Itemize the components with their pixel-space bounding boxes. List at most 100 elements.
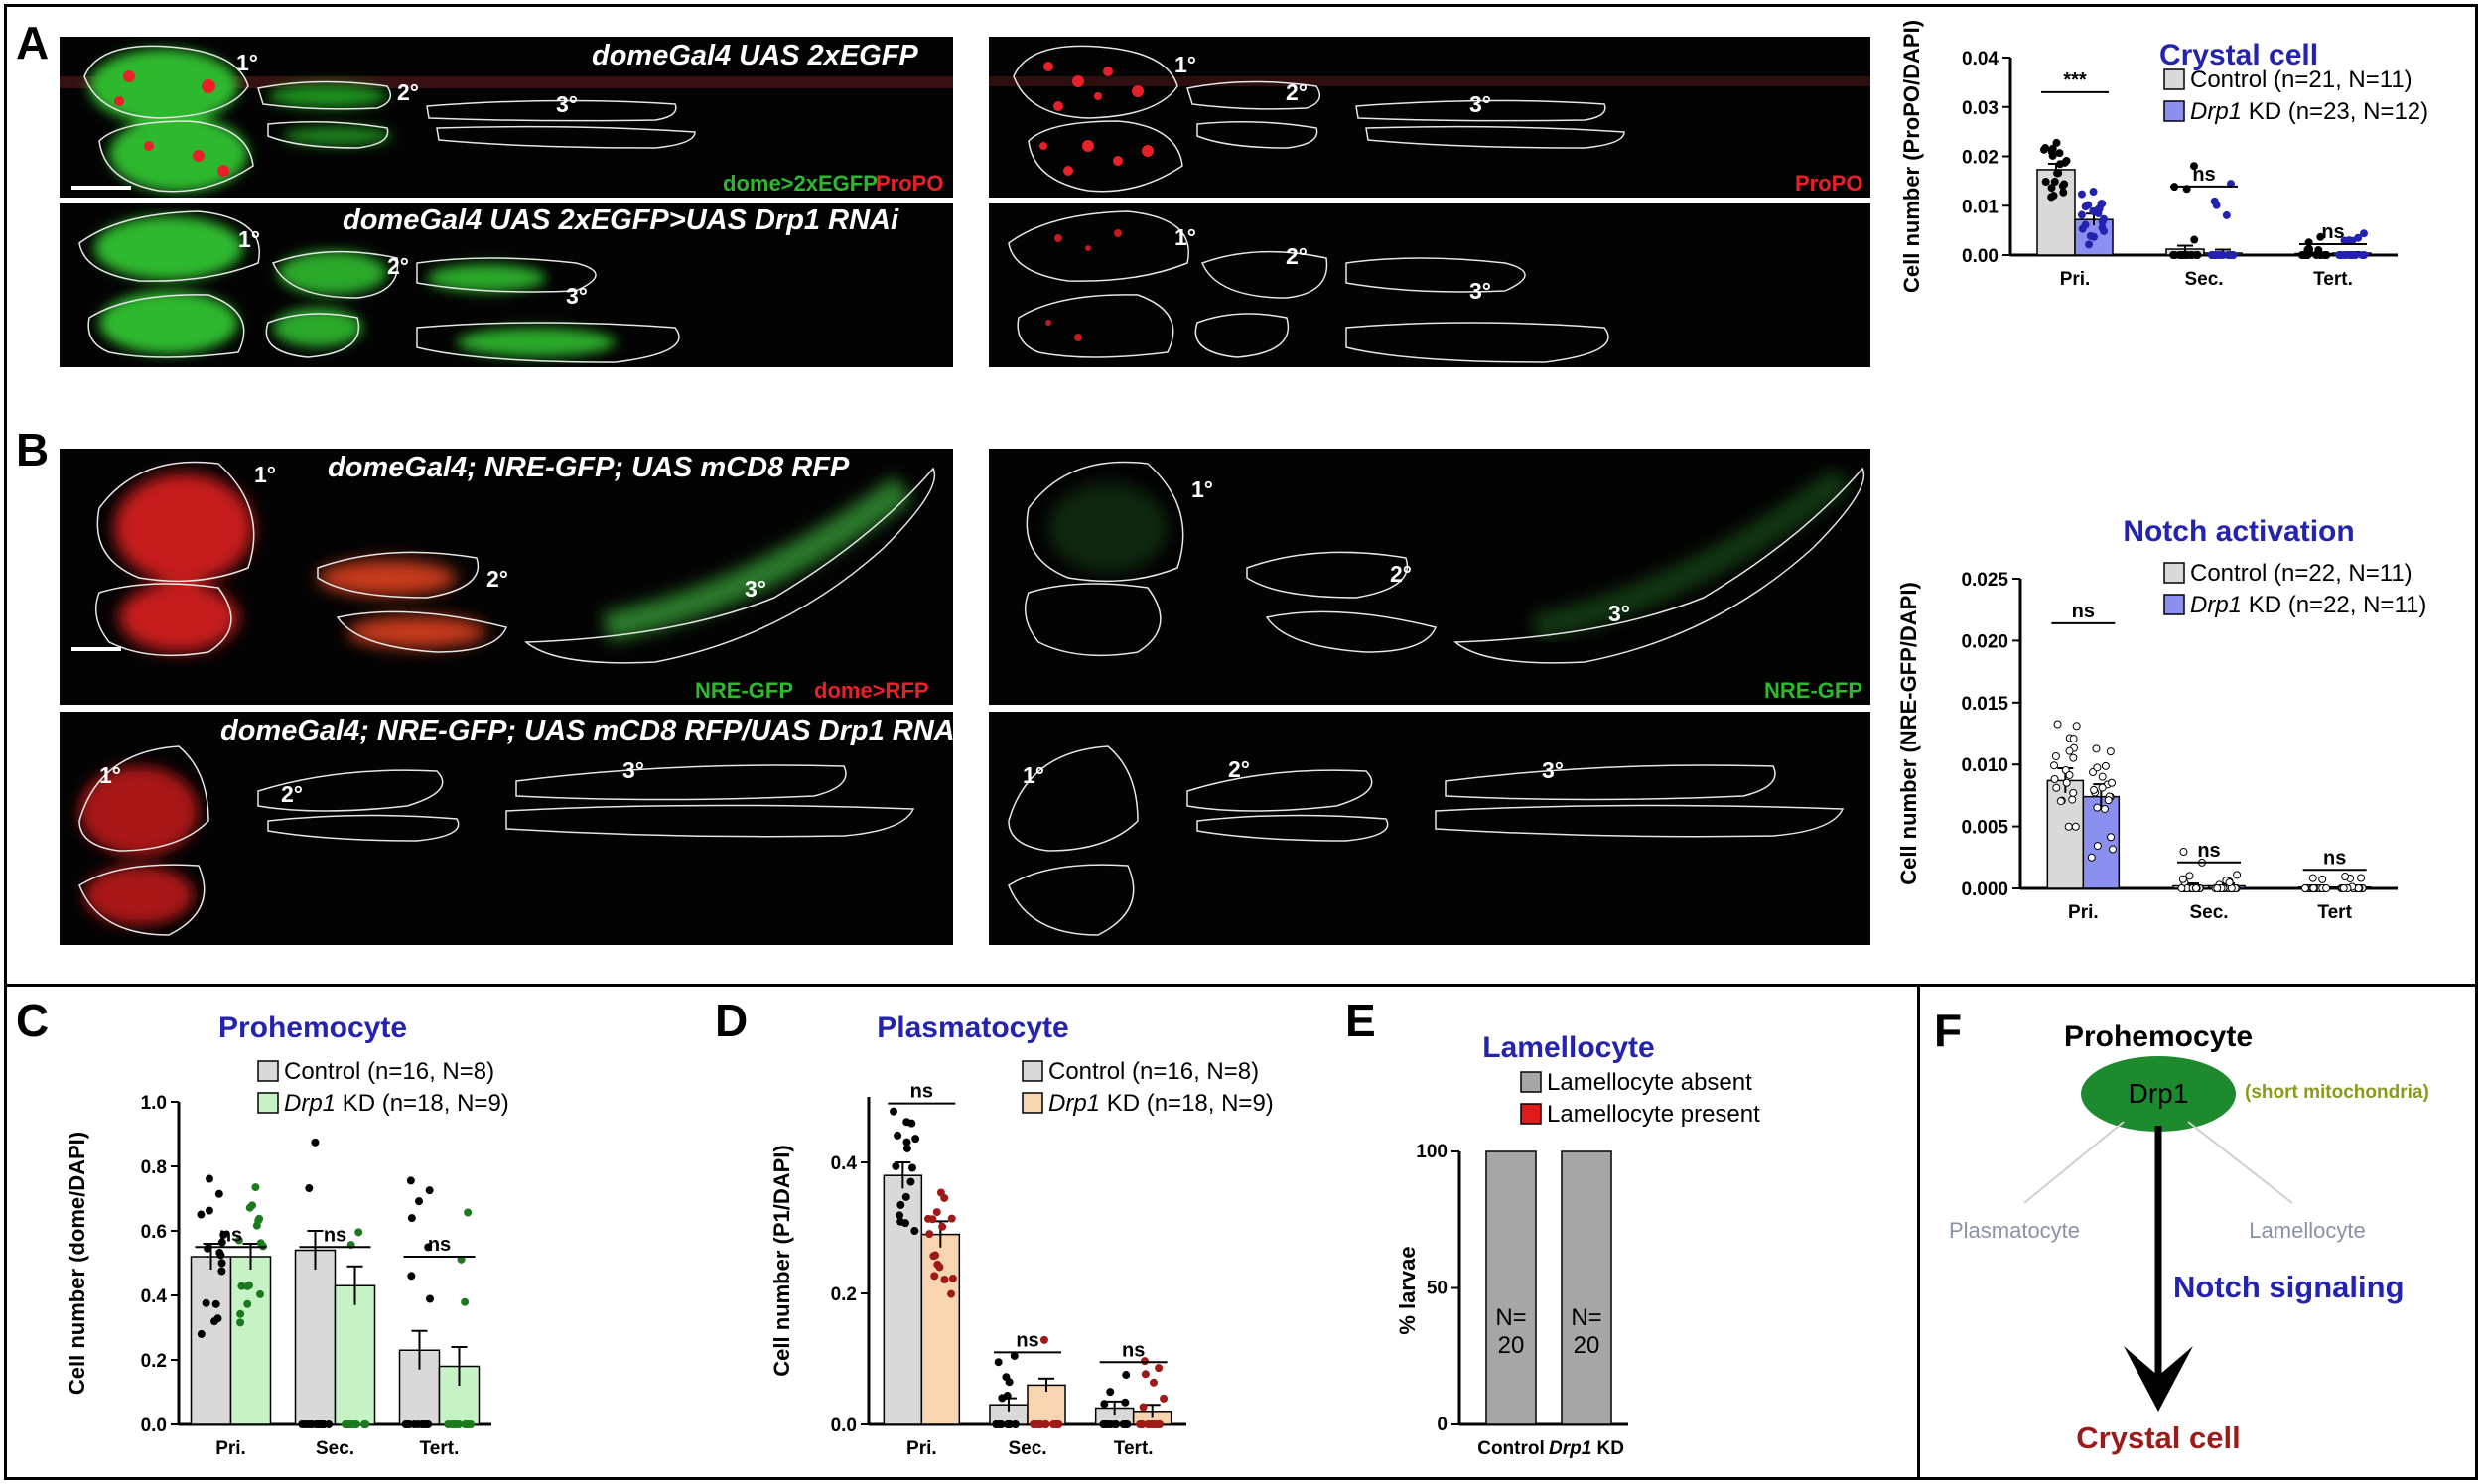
legend-swatch <box>2163 68 2185 90</box>
data-point <box>2192 884 2201 892</box>
data-point <box>2357 874 2366 882</box>
data-point <box>2189 162 2198 171</box>
data-point <box>2106 747 2115 756</box>
legend-swatch <box>1022 1060 1043 1082</box>
data-point <box>406 1176 415 1185</box>
legend-swatch <box>257 1092 279 1114</box>
y-tick-label: 0.02 <box>1962 148 1999 169</box>
data-point <box>452 1420 461 1428</box>
data-point <box>217 1259 226 1268</box>
data-point <box>243 1299 252 1308</box>
x-tick-rest: KD <box>1591 1438 1624 1459</box>
data-point <box>894 1131 902 1140</box>
data-point <box>214 1189 223 1198</box>
data-point <box>2093 803 2102 812</box>
chart-title: Plasmatocyte <box>877 1012 1068 1044</box>
data-point <box>2065 746 2074 755</box>
data-point <box>2322 884 2331 892</box>
data-point <box>935 1263 944 1272</box>
data-point <box>2052 138 2061 147</box>
data-point <box>932 1208 941 1217</box>
data-point <box>405 1420 414 1428</box>
data-point <box>2049 192 2058 201</box>
panel-label-f: F <box>1934 1005 1963 1056</box>
data-point <box>351 1420 360 1428</box>
zone-label-a2-sec: 2° <box>387 253 409 279</box>
significance-label: ns <box>219 1224 242 1246</box>
legend-label: Drp1 KD (n=22, N=11) <box>2190 592 2426 618</box>
data-point <box>2177 884 2186 892</box>
y-tick-label: 0.000 <box>1961 879 2008 900</box>
data-point <box>255 1214 264 1223</box>
channel-label-a-green: dome>2xEGFP <box>723 171 878 196</box>
data-point <box>2085 240 2094 249</box>
data-point <box>424 1243 433 1252</box>
micrograph-a-control-propo <box>989 37 1870 198</box>
zone-label-a2-pri: 1° <box>238 226 260 252</box>
legend-label: Drp1 KD (n=23, N=12) <box>2190 98 2428 125</box>
channel-label-a-red-only: ProPO <box>1795 171 1863 196</box>
zone-label-a3-sec: 2° <box>1286 79 1308 105</box>
data-point <box>947 1214 956 1223</box>
data-point <box>252 1221 261 1230</box>
data-point <box>924 1214 933 1223</box>
chart-title: Prohemocyte <box>218 1012 407 1044</box>
zone-label-a4-pri: 1° <box>1174 224 1196 250</box>
genotype-b-kd: domeGal4; NRE-GFP; UAS mCD8 RFP/UAS Drp1… <box>220 715 963 746</box>
data-point <box>1122 1371 1131 1380</box>
data-point <box>2190 235 2199 244</box>
data-point <box>2104 796 2113 805</box>
zone-label-b2-pri: 1° <box>99 762 121 788</box>
data-point <box>896 1217 905 1226</box>
data-point <box>444 1420 453 1428</box>
data-point <box>2062 778 2071 787</box>
data-point <box>2098 217 2107 226</box>
data-point <box>2050 177 2059 186</box>
data-point <box>2225 878 2234 887</box>
data-point <box>2090 785 2099 794</box>
data-point <box>907 1163 916 1172</box>
data-point <box>2178 875 2187 883</box>
significance-label: ns <box>2192 164 2215 186</box>
bar <box>190 1256 232 1425</box>
data-point <box>1103 1420 1112 1428</box>
legend-swatch <box>2163 100 2185 122</box>
branch-right <box>2187 1121 2293 1204</box>
data-point <box>243 1282 252 1290</box>
data-point <box>236 1318 245 1327</box>
zone-label-a4-sec: 2° <box>1286 243 1308 269</box>
data-point <box>948 1274 957 1282</box>
data-point <box>2093 763 2102 772</box>
data-point <box>298 1420 307 1428</box>
zone-label-b2-sec: 2° <box>281 781 303 807</box>
x-tick-label: Sec. <box>316 1438 354 1459</box>
y-tick-label: 100 <box>1416 1142 1448 1162</box>
data-point <box>2065 770 2074 779</box>
channel-label-b-green: NRE-GFP <box>695 678 793 703</box>
zone-label-a4-tert: 3° <box>1469 278 1491 304</box>
data-point <box>1155 1420 1164 1428</box>
channel-label-a-red: ProPO <box>876 171 944 196</box>
y-axis-label: Cell number (NRE-GFP/DAPI) <box>1896 582 1921 885</box>
schematic-top-label: Prohemocyte <box>2064 1020 2253 1053</box>
data-point <box>2316 251 2325 259</box>
data-point <box>890 1107 898 1116</box>
main-arrow-head <box>2124 1346 2193 1412</box>
bar <box>2046 779 2085 889</box>
y-tick-label: 0.8 <box>141 1157 167 1178</box>
data-point <box>217 1267 226 1276</box>
bar <box>1561 1150 1612 1425</box>
y-tick-label: 0.04 <box>1962 49 1999 69</box>
data-point <box>2341 873 2350 881</box>
data-point <box>902 1118 911 1127</box>
schematic-f: Prohemocyte Drp1 (short mitochondria) Pl… <box>1920 987 2476 1477</box>
data-point <box>248 1201 257 1210</box>
data-point <box>938 1222 947 1231</box>
data-point <box>2213 884 2222 892</box>
x-tick-label: Control <box>1477 1438 1545 1459</box>
legend-swatch <box>1520 1071 1542 1093</box>
legend-swatch <box>257 1060 279 1082</box>
data-point <box>1139 1403 1148 1412</box>
chart-prohemocyte: Prohemocyte 0.0 0.2 0.4 0.6 0.8 1.0 Cell number… <box>50 993 715 1479</box>
zone-label-a1-sec: 2° <box>397 79 419 105</box>
